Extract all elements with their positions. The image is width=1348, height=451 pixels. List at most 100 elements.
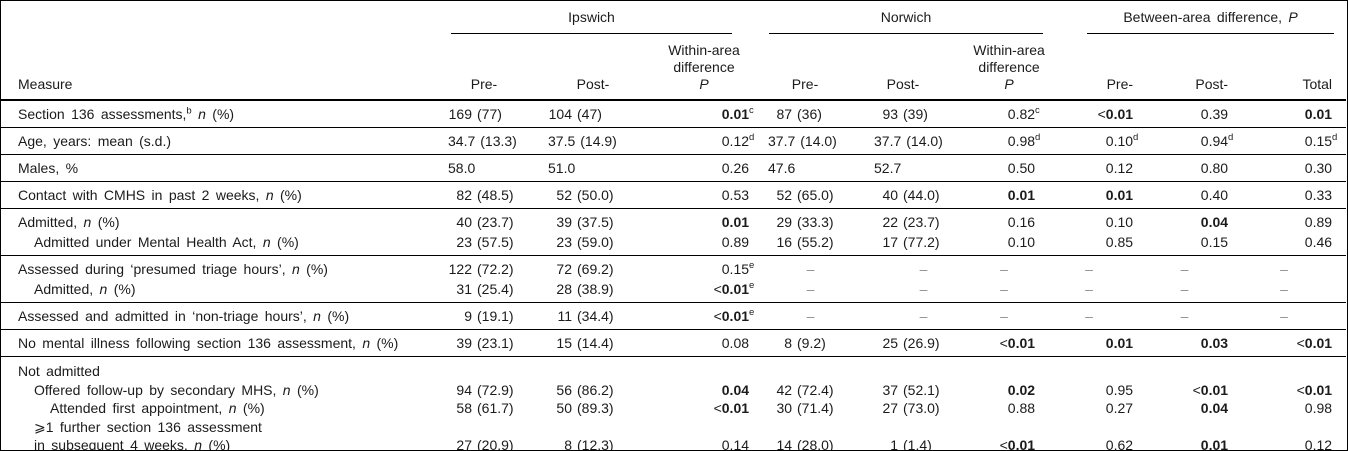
missing-value-dash: – <box>1085 308 1093 324</box>
table-cell <box>433 418 535 437</box>
missing-value-dash: – <box>806 308 815 324</box>
table-cell: – <box>757 255 854 279</box>
table-cell: 0.04 <box>1200 400 1229 416</box>
table-cell: 0.98 <box>1304 400 1333 416</box>
missing-value-dash: – <box>1085 281 1093 297</box>
table-row: Admitted under Mental Health Act, n (%) 2… <box>1 232 1346 256</box>
column-header-norwich-post: Post- <box>853 34 974 101</box>
table-cell <box>1141 418 1236 437</box>
table-cell: 0.33 <box>1236 181 1347 209</box>
table-cell: – <box>853 255 974 279</box>
row-label: ⩾1 further section 136 assessment <box>34 418 262 435</box>
table-cell: 39 (37.5) <box>535 208 651 232</box>
table-cell: 52.7 <box>853 154 974 182</box>
table-cell: – <box>1141 302 1237 330</box>
table-cell: 0.04 <box>1141 208 1237 232</box>
table-cell: 23 (57.5) <box>456 234 514 250</box>
table-row: No mental illness following section 136 … <box>1 329 1347 357</box>
table-cell: 27 (73.0) <box>882 400 940 416</box>
table-row: Not admitted <box>1 356 1347 381</box>
column-header-between-total: Total <box>1236 34 1347 101</box>
column-header-norwich-p: Within-area difference P <box>973 34 1046 101</box>
table-cell: 0.27 <box>1105 400 1134 416</box>
table-cell <box>853 356 974 381</box>
row-label: Admitted, n (%) <box>1 208 433 232</box>
table-cell <box>651 418 757 437</box>
column-header-row: Measure Pre- Post- Within-area difference P P… <box>1 34 1347 101</box>
row-label: Section 136 assessments,b n (%) <box>18 105 235 122</box>
table-cell: 0.14 <box>721 437 750 451</box>
table-cell: 0.26 <box>651 154 758 182</box>
table-cell: – <box>853 302 974 330</box>
row-label: Assessed during ‘presumed triage hours’,… <box>1 255 433 279</box>
row-label: Age, years: mean (s.d.) <box>1 127 433 155</box>
table-cell: 37 (52.1) <box>882 381 940 398</box>
missing-value-dash: – <box>1180 308 1189 324</box>
table-cell: 0.98d <box>973 127 1046 155</box>
row-label: Admitted under Mental Health Act, n (%) <box>34 234 299 250</box>
table-cell: 0.15d <box>1236 127 1347 155</box>
row-label: Males, % <box>1 154 433 182</box>
missing-value-dash: – <box>919 308 928 324</box>
table-row: Assessed and admitted in ‘non-triage hou… <box>1 302 1347 330</box>
table-cell: 0.88 <box>1007 400 1036 416</box>
missing-value-dash: – <box>1180 281 1189 297</box>
table-cell: 39 (23.1) <box>433 329 535 357</box>
table-cell: <0.01e <box>651 302 758 330</box>
table-row: Contact with CMHS in past 2 weeks, n (%)… <box>1 181 1347 209</box>
table-cell: – <box>973 302 1046 330</box>
table-cell: 0.53 <box>651 181 758 209</box>
table-cell: 58.0 <box>433 154 535 182</box>
table-cell: 40 (44.0) <box>853 181 974 209</box>
table-cell <box>1141 356 1237 381</box>
table-cell: – <box>757 302 854 330</box>
table-row: Males, % 58.0 51.0 0.26 47.6 52.7 0.50 0.12 0.80… <box>1 154 1347 182</box>
missing-value-dash: – <box>1280 281 1288 297</box>
table-cell: 0.12 <box>1045 154 1142 182</box>
row-label: Admitted, n (%) <box>34 281 136 297</box>
table-cell: – <box>973 255 1046 279</box>
table-cell <box>651 356 758 381</box>
group-header-row: Ipswich Norwich Between-area difference, P <box>1 1 1346 34</box>
table-cell: 87 (36) <box>776 106 822 122</box>
table-cell: 17 (77.2) <box>882 234 940 250</box>
column-header-ipswich-p: Within-area difference P <box>651 34 758 101</box>
table-cell: 0.10 <box>1045 208 1142 232</box>
missing-value-dash: – <box>919 261 928 277</box>
table-cell: 0.10d <box>1045 127 1142 155</box>
table-cell: 0.08 <box>651 329 758 357</box>
table-cell: 0.01c <box>721 105 754 122</box>
table-cell: <0.01 <box>1236 329 1347 357</box>
table-cell: 29 (33.3) <box>757 208 854 232</box>
group-header: Between-area difference, P <box>1045 1 1346 34</box>
table-cell: 0.16 <box>973 208 1046 232</box>
table-cell: 15 (14.4) <box>535 329 651 357</box>
table-row: Admitted, n (%) 31 (25.4) 28 (38.9) <0.01e – – –… <box>1 279 1346 303</box>
table-cell <box>1236 356 1347 381</box>
table-cell: 0.01 <box>651 208 758 232</box>
table-cell: 37.7 (14.0) <box>757 127 854 155</box>
table-cell: 0.01 <box>1045 329 1142 357</box>
table-cell: 0.82c <box>1007 105 1040 122</box>
table-cell: 0.94d <box>1141 127 1237 155</box>
group-header-spacer <box>1 1 433 34</box>
table-cell: <0.01 <box>1097 106 1134 122</box>
table-cell: 31 (25.4) <box>456 281 514 297</box>
table-cell: 9 (19.1) <box>433 302 535 330</box>
table-cell: 93 (39) <box>882 106 928 122</box>
table-cell <box>535 418 651 437</box>
missing-value-dash: – <box>1280 261 1288 277</box>
table-cell: 0.89 <box>721 234 750 250</box>
table-cell: 0.02 <box>1007 381 1036 398</box>
table-cell: <0.01 <box>973 329 1046 357</box>
table-cell: <0.01 <box>1296 381 1333 398</box>
missing-value-dash: – <box>1000 261 1008 277</box>
table-cell: 37.5 (14.9) <box>535 127 651 155</box>
table-cell: 1 (1.4) <box>890 437 932 451</box>
table-cell: 0.46 <box>1304 234 1333 250</box>
missing-value-dash: – <box>919 281 928 297</box>
table-cell: – <box>1045 279 1141 303</box>
table-cell: – <box>1045 255 1142 279</box>
row-label: Attended first appointment, n (%) <box>50 400 265 416</box>
